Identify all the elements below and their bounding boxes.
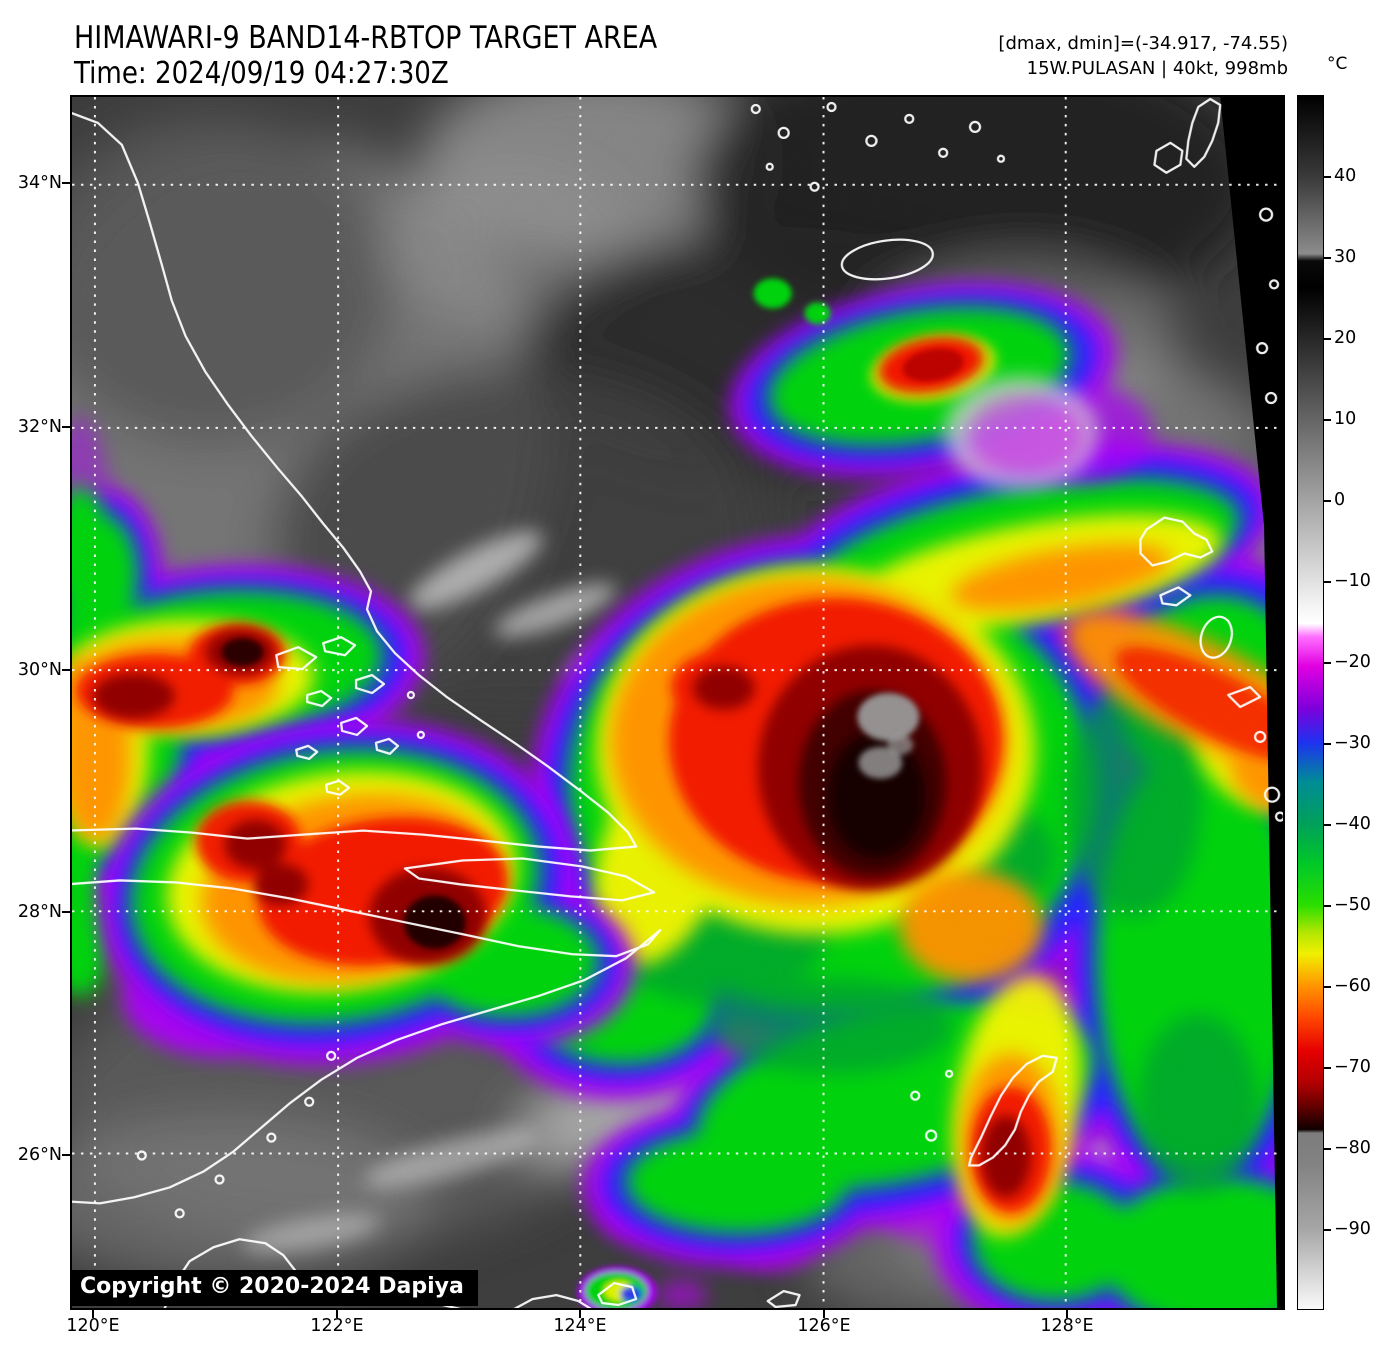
colorbar-tick	[1323, 257, 1331, 259]
colorbar-tick-label: −30	[1334, 733, 1371, 753]
colorbar-tick	[1323, 824, 1331, 826]
colorbar-tick-label: −80	[1334, 1138, 1371, 1158]
lon-tick-label: 122°E	[310, 1316, 364, 1336]
satellite-map: Copyright © 2020-2024 Dapiya	[70, 95, 1285, 1310]
colorbar-tick	[1323, 986, 1331, 988]
lon-axis-tick	[1066, 1310, 1068, 1318]
colorbar-tick	[1323, 176, 1331, 178]
colorbar-tick-label: −10	[1334, 571, 1371, 591]
lon-axis-tick	[579, 1310, 581, 1318]
lat-tick-label: 28°N	[17, 902, 62, 922]
lat-axis-tick	[62, 1154, 70, 1156]
page-title: HIMAWARI-9 BAND14-RBTOP TARGET AREA	[74, 20, 658, 56]
title-block: HIMAWARI-9 BAND14-RBTOP TARGET AREA Time…	[74, 20, 657, 91]
lon-axis-tick	[823, 1310, 825, 1318]
colorbar-tick	[1323, 581, 1331, 583]
colorbar-tick	[1323, 662, 1331, 664]
colorbar-tick	[1323, 500, 1331, 502]
satellite-image	[72, 97, 1283, 1308]
colorbar-tick-label: −20	[1334, 652, 1371, 672]
colorbar	[1297, 95, 1324, 1310]
lon-tick-label: 126°E	[797, 1316, 851, 1336]
colorbar-tick	[1323, 905, 1331, 907]
colorbar-tick-label: −60	[1334, 976, 1371, 996]
colorbar-tick	[1323, 419, 1331, 421]
colorbar-tick	[1323, 1229, 1331, 1231]
lat-tick-label: 30°N	[17, 660, 62, 680]
lat-axis-tick	[62, 426, 70, 428]
grain-overlay	[72, 97, 1283, 1308]
coastlines	[72, 97, 1283, 1308]
colorbar-tick-label: −90	[1334, 1219, 1371, 1239]
lon-tick-label: 124°E	[553, 1316, 607, 1336]
colorbar-tick-label: −70	[1334, 1057, 1371, 1077]
lat-tick-label: 34°N	[17, 173, 62, 193]
colorbar-tick	[1323, 338, 1331, 340]
storm-label: 15W.PULASAN | 40kt, 998mb	[1026, 58, 1288, 79]
colorbar-tick	[1323, 743, 1331, 745]
lon-tick-label: 120°E	[66, 1316, 120, 1336]
time-label: Time: 2024/09/19 04:27:30Z	[74, 56, 449, 91]
lat-axis-tick	[62, 669, 70, 671]
lat-axis-tick	[62, 182, 70, 184]
lon-axis-tick	[92, 1310, 94, 1318]
lat-tick-label: 32°N	[17, 417, 62, 437]
colorbar-tick-label: −40	[1334, 814, 1371, 834]
colorbar-tick	[1323, 1067, 1331, 1069]
colorbar-tick-label: 10	[1334, 409, 1357, 429]
colorbar-unit-label: °C	[1327, 54, 1348, 74]
lat-tick-label: 26°N	[17, 1145, 62, 1165]
colorbar-tick-label: 0	[1334, 490, 1346, 510]
lon-tick-label: 128°E	[1040, 1316, 1094, 1336]
colorbar-gradient	[1298, 96, 1323, 1309]
colorbar-tick	[1323, 1148, 1331, 1150]
dextrema-label: [dmax, dmin]=(-34.917, -74.55)	[998, 33, 1288, 54]
colorbar-tick-label: −50	[1334, 895, 1371, 915]
lon-axis-tick	[336, 1310, 338, 1318]
colorbar-tick-label: 20	[1334, 328, 1357, 348]
lat-axis-tick	[62, 911, 70, 913]
colorbar-tick-label: 40	[1334, 166, 1357, 186]
colorbar-tick-label: 30	[1334, 247, 1357, 267]
copyright-badge: Copyright © 2020-2024 Dapiya	[72, 1270, 478, 1306]
info-block: [dmax, dmin]=(-34.917, -74.55) 15W.PULAS…	[998, 31, 1288, 81]
